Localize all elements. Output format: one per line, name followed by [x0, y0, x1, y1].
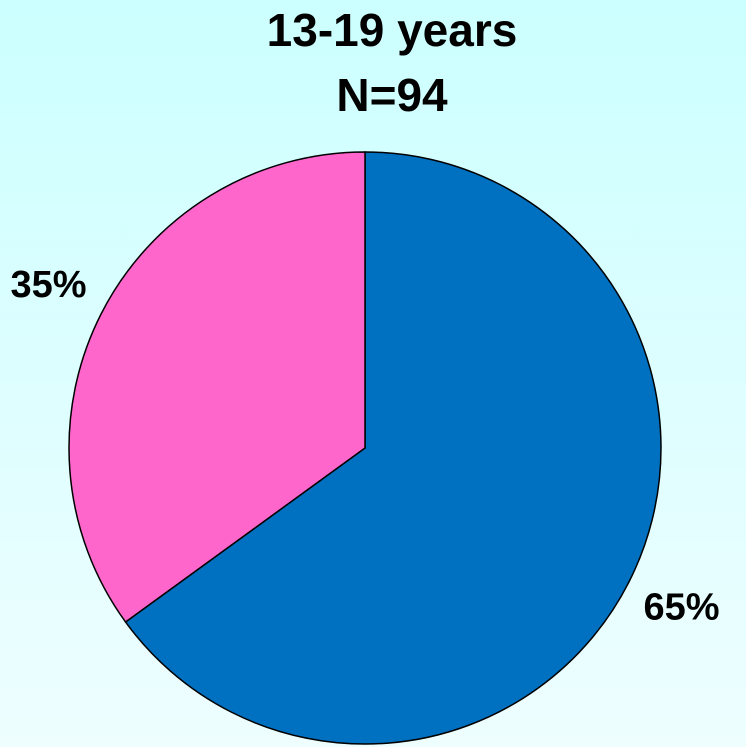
pie-slice [68, 151, 366, 624]
data-label: 65% [643, 586, 719, 628]
pie-slice [124, 151, 662, 745]
chart-title: 13-19 years [267, 4, 518, 56]
chart-subtitle: N=94 [336, 69, 448, 121]
data-label: 35% [10, 264, 86, 306]
